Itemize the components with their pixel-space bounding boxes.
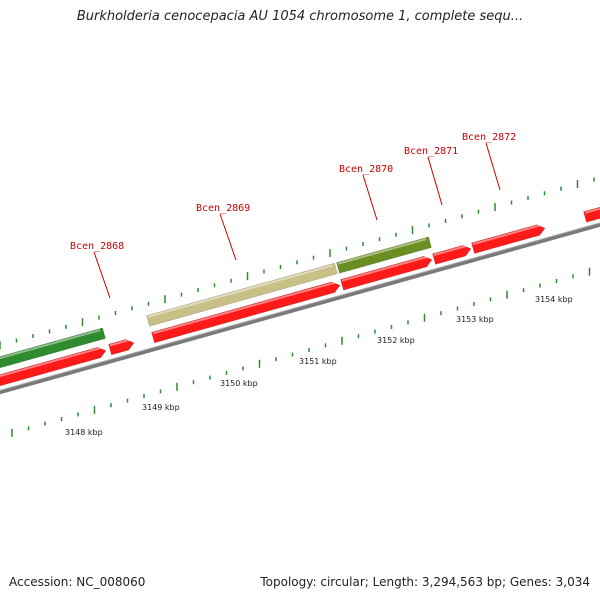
- gene-bar-red[interactable]: [432, 243, 473, 265]
- gene-bar-red[interactable]: [583, 204, 600, 223]
- gene-leader-line: [93, 251, 111, 299]
- map-title: Burkholderia cenocepacia AU 1054 chromos…: [76, 9, 524, 24]
- gene-label[interactable]: Bcen_2871: [404, 146, 458, 157]
- scale-label: 3152 kbp: [377, 336, 415, 345]
- gene-bar-olive[interactable]: [336, 236, 432, 274]
- gene-bar-khaki[interactable]: [146, 262, 338, 327]
- gene-bar-green[interactable]: [0, 327, 106, 371]
- accession-text: Accession: NC_008060: [9, 575, 146, 589]
- gene-label[interactable]: Bcen_2872: [462, 132, 516, 143]
- gene-bar-red[interactable]: [108, 338, 136, 356]
- scale-label: 3149 kbp: [142, 403, 180, 412]
- gene-bar-red[interactable]: [151, 280, 342, 344]
- chromosome-backbone-highlight: [0, 222, 600, 391]
- gene-label[interactable]: Bcen_2869: [196, 203, 250, 214]
- scale-label: 3154 kbp: [535, 295, 573, 304]
- gene-bar-red[interactable]: [471, 223, 547, 254]
- scale-label: 3148 kbp: [65, 428, 103, 437]
- gene-label[interactable]: Bcen_2868: [70, 241, 124, 252]
- gene-leader-line: [219, 213, 237, 261]
- genome-stats-text: Topology: circular; Length: 3,294,563 bp…: [260, 575, 590, 589]
- gene-leader-line: [427, 156, 443, 206]
- scale-label: 3153 kbp: [456, 315, 494, 324]
- gene-leader-line: [485, 142, 501, 191]
- gene-label[interactable]: Bcen_2870: [339, 164, 393, 175]
- scale-label: 3150 kbp: [220, 379, 258, 388]
- chromosome-backbone: [0, 222, 600, 395]
- gene-bar-red[interactable]: [340, 254, 434, 291]
- scale-label: 3151 kbp: [299, 357, 337, 366]
- gene-leader-line: [362, 174, 378, 221]
- gene-bar-red[interactable]: [0, 345, 107, 389]
